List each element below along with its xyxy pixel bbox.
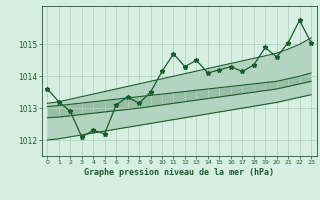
X-axis label: Graphe pression niveau de la mer (hPa): Graphe pression niveau de la mer (hPa) <box>84 168 274 177</box>
